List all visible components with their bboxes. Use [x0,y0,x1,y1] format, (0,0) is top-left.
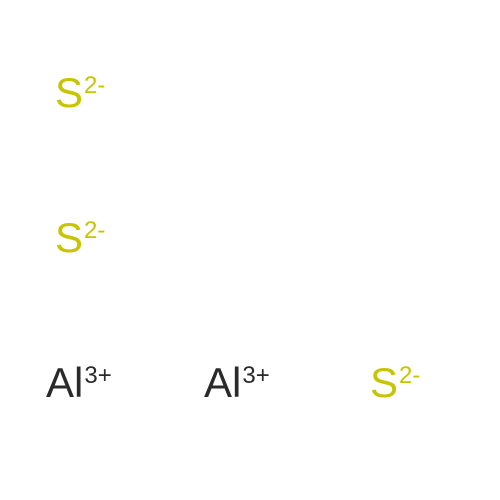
charge-label: 2- [84,74,105,98]
charge-label: 3+ [84,364,111,388]
element-symbol: S [55,217,83,259]
element-symbol: Al [46,362,83,404]
element-symbol: S [55,72,83,114]
sulfide-ion-3: S 2- [370,362,420,404]
aluminum-ion-2: Al 3+ [204,362,270,404]
charge-label: 2- [399,364,420,388]
element-symbol: Al [204,362,241,404]
sulfide-ion-1: S 2- [55,72,105,114]
element-symbol: S [370,362,398,404]
charge-label: 3+ [242,364,269,388]
aluminum-ion-1: Al 3+ [46,362,112,404]
charge-label: 2- [84,219,105,243]
sulfide-ion-2: S 2- [55,217,105,259]
